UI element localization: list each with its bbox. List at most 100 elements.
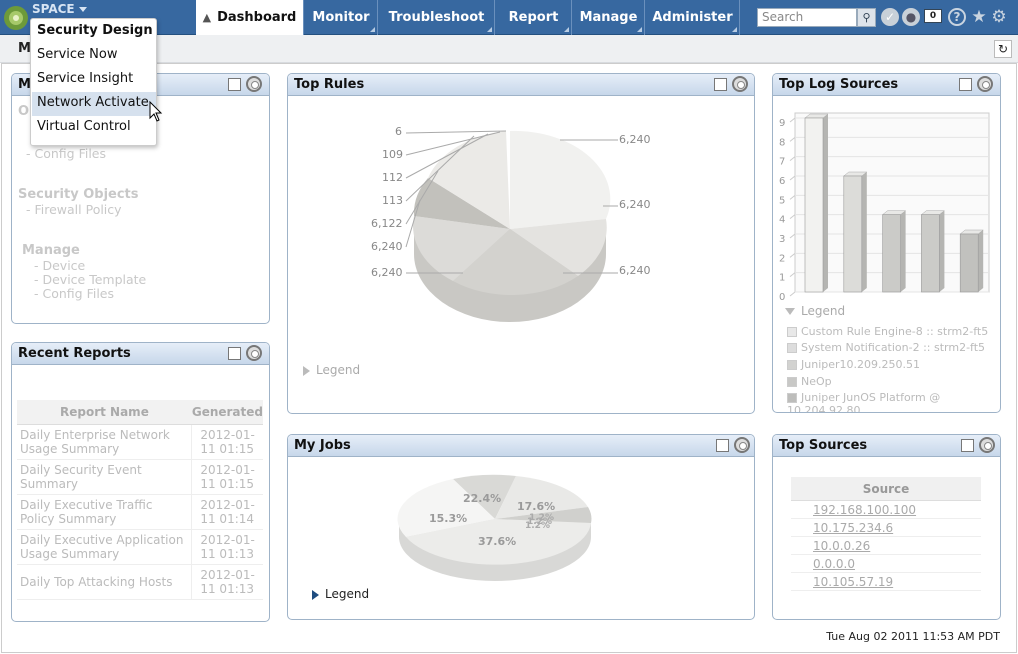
pie-slice[interactable]	[495, 476, 588, 519]
pie-label: 6	[395, 125, 402, 138]
table-row[interactable]: Daily Top Attacking Hosts 2012-01-11 01:1…	[17, 564, 263, 600]
pie-slice[interactable]	[495, 507, 592, 523]
y-tick-label: 7	[779, 157, 785, 168]
expand-arrow-icon	[303, 365, 310, 376]
pie-slice[interactable]	[453, 474, 516, 519]
tab-troubleshoot[interactable]: Troubleshoot	[379, 0, 495, 35]
tab-administer[interactable]: Administer	[646, 0, 740, 35]
menu-highlight	[32, 92, 156, 116]
legend-toggle[interactable]: Legend	[785, 304, 845, 318]
tab-report[interactable]: Report	[496, 0, 572, 35]
tab-manage[interactable]: Manage	[573, 0, 645, 35]
source-link[interactable]: 10.175.234.6	[791, 519, 981, 537]
report-name[interactable]: Daily Enterprise Network Usage Summary	[17, 424, 192, 460]
maximize-checkbox[interactable]	[228, 78, 241, 91]
notification-count-badge[interactable]: 0	[924, 9, 942, 23]
pie-slice[interactable]	[510, 219, 607, 276]
report-name[interactable]: Daily Executive Application Usage Summar…	[17, 529, 192, 565]
star-icon[interactable]: ★	[971, 7, 987, 27]
search-input[interactable]: Search	[757, 8, 857, 27]
space-logo-icon[interactable]	[2, 2, 30, 32]
link-item[interactable]: - Firewall Policy	[26, 202, 122, 217]
refresh-icon[interactable]: ↻	[994, 40, 1012, 58]
maximize-checkbox[interactable]	[716, 439, 729, 452]
report-name[interactable]: Daily Top Attacking Hosts	[17, 564, 192, 600]
user-icon[interactable]: ●	[902, 8, 920, 26]
pie-slice[interactable]	[413, 178, 510, 229]
checkmark-icon[interactable]: ✓	[881, 8, 899, 26]
maximize-checkbox[interactable]	[959, 78, 972, 91]
report-generated: 2012-01-11 01:14	[191, 494, 263, 530]
maximize-checkbox[interactable]	[714, 78, 727, 91]
bar[interactable]	[804, 117, 824, 293]
legend-item[interactable]: NeOp	[787, 375, 832, 388]
panel-settings-gear-icon[interactable]	[977, 76, 993, 92]
menu-item-network-activate[interactable]: Network Activate	[37, 95, 149, 110]
bar[interactable]	[882, 214, 901, 293]
pie-label: 113	[382, 194, 403, 207]
menu-item-service-now[interactable]: Service Now	[37, 47, 118, 62]
legend-toggle[interactable]: Legend	[312, 587, 369, 601]
panel-title: Top Log Sources	[779, 77, 899, 92]
report-name[interactable]: Daily Executive Traffic Policy Summary	[17, 494, 192, 530]
column-header[interactable]: Source	[791, 477, 981, 501]
pie-label: 1.2%	[529, 513, 554, 523]
pie-slice[interactable]	[413, 216, 510, 281]
bar[interactable]	[921, 214, 940, 293]
table-row[interactable]: Daily Security Event Summary 2012-01-11 0…	[17, 459, 263, 495]
table-row[interactable]: Daily Executive Application Usage Summar…	[17, 529, 263, 565]
help-icon[interactable]: ?	[948, 8, 966, 26]
bar[interactable]	[959, 233, 979, 293]
panel-settings-gear-icon[interactable]	[246, 76, 262, 92]
column-header[interactable]: Generated	[191, 400, 263, 425]
pie-slice[interactable]	[397, 479, 495, 537]
bar-side	[939, 210, 945, 292]
pie-slice[interactable]	[453, 229, 578, 296]
menu-item-security-design[interactable]: Security Design	[37, 23, 153, 38]
pie-label: 112	[382, 171, 403, 184]
panel-settings-gear-icon[interactable]	[732, 76, 748, 92]
panel-settings-gear-icon[interactable]	[246, 345, 262, 361]
source-link[interactable]: 192.168.100.100	[791, 501, 981, 519]
report-generated: 2012-01-11 01:13	[191, 529, 263, 565]
legend-item[interactable]: Custom Rule Engine-8 :: strm2-ft5	[787, 325, 988, 338]
space-menu-toggle[interactable]: SPACE	[32, 2, 87, 16]
panel-settings-gear-icon[interactable]	[979, 437, 995, 453]
menu-item-virtual-control[interactable]: Virtual Control	[37, 119, 131, 134]
top-rules-panel: Top Rules 6 109 112 113 6,122 6,240 6,24…	[287, 73, 755, 414]
legend-swatch	[787, 360, 797, 370]
legend-item[interactable]: Juniper JunOS Platform @ 10.204.92.80	[787, 391, 1000, 412]
maximize-checkbox[interactable]	[961, 439, 974, 452]
y-tick-label: 3	[779, 234, 785, 245]
link-item[interactable]: - Device	[34, 258, 86, 273]
table-row[interactable]: Daily Executive Traffic Policy Summary 20…	[17, 494, 263, 530]
bar[interactable]	[843, 175, 863, 293]
panel-settings-gear-icon[interactable]	[734, 437, 750, 453]
search-icon[interactable]: ⚲	[857, 8, 876, 27]
pie-slice[interactable]	[406, 519, 591, 565]
maximize-checkbox[interactable]	[228, 347, 241, 360]
top-log-sources-panel: Top Log Sources 0 1 2 3 4 5 6 7 8 9 Legend Custom…	[772, 73, 1001, 413]
legend-toggle[interactable]: Legend	[303, 363, 360, 377]
column-header[interactable]: Report Name	[17, 400, 192, 425]
bar-side	[861, 172, 867, 292]
link-item[interactable]: - Device Template	[34, 272, 147, 287]
legend-item[interactable]: System Notification-2 :: strm2-ft5	[787, 341, 985, 354]
table-header-row: Report Name Generated	[17, 400, 263, 425]
table-row[interactable]: Daily Enterprise Network Usage Summary 20…	[17, 424, 263, 460]
menu-item-service-insight[interactable]: Service Insight	[37, 71, 134, 86]
pie-label: 1.2%	[527, 517, 552, 527]
link-item[interactable]: - Config Files	[34, 286, 114, 301]
pie-slice[interactable]	[510, 130, 611, 229]
report-name[interactable]: Daily Security Event Summary	[17, 459, 192, 495]
source-link[interactable]: 10.105.57.19	[791, 573, 981, 591]
tab-monitor[interactable]: Monitor	[305, 0, 378, 35]
pie-label: 1.2%	[525, 521, 550, 531]
legend-label: Legend	[316, 363, 361, 377]
tab-dashboard[interactable]: ▲ Dashboard	[196, 0, 304, 35]
source-link[interactable]: 0.0.0.0	[791, 555, 981, 573]
gear-icon[interactable]: ⚙	[991, 7, 1007, 27]
legend-item[interactable]: Juniper10.209.250.51	[787, 358, 920, 371]
source-link[interactable]: 10.0.0.26	[791, 537, 981, 555]
link-item[interactable]: - Config Files	[26, 146, 106, 161]
